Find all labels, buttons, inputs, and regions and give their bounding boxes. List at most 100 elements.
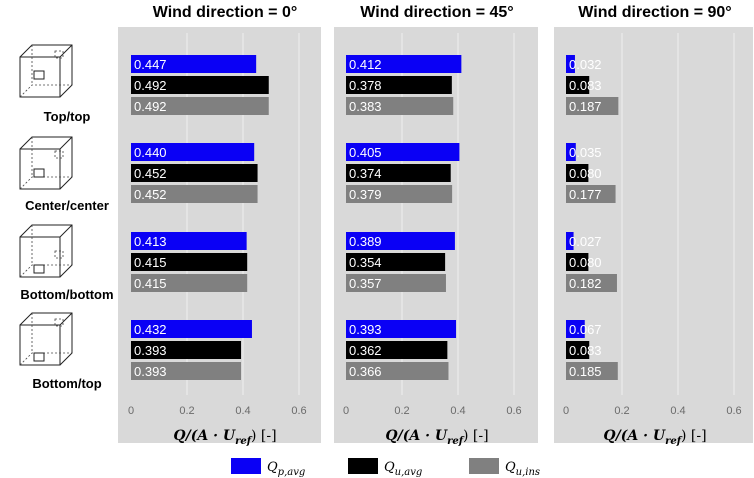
x-tick-label: 0.4	[235, 405, 250, 417]
x-tick-label: 0	[563, 405, 569, 417]
bar-value-label: 0.452	[134, 187, 167, 202]
bar-value-label: 0.067	[569, 322, 602, 337]
x-axis-label: Q/(A · Uref) [-]	[603, 428, 706, 447]
bar	[131, 97, 269, 115]
panel-title: Wind direction = 90°	[578, 4, 731, 21]
x-axis-label: Q/(A · Uref) [-]	[173, 428, 276, 447]
bar	[131, 320, 252, 338]
bar	[131, 164, 258, 182]
bar	[566, 143, 576, 161]
bar	[346, 341, 448, 359]
bar	[566, 164, 589, 182]
bar	[131, 143, 255, 161]
legend-label-p-avg: Qp,avg	[267, 460, 305, 478]
legend-label-u-avg: Qu,avg	[384, 460, 422, 478]
bar-value-label: 0.393	[349, 322, 382, 337]
bar-value-label: 0.492	[134, 99, 167, 114]
row-label-bottom-bottom: Bottom/bottom	[20, 287, 113, 302]
bar-value-label: 0.415	[134, 255, 167, 270]
bar	[131, 232, 247, 250]
bar	[346, 232, 455, 250]
bar	[131, 253, 248, 271]
box-bottom-bottom-icon	[19, 224, 73, 278]
bar	[566, 362, 618, 380]
bar-value-label: 0.357	[349, 276, 382, 291]
bar	[566, 274, 617, 292]
bar-value-label: 0.383	[349, 99, 382, 114]
panels: Wind direction = 0° 0 0.2 0.4 0.6 0.447 0.492 0…	[118, 4, 753, 447]
bar	[346, 185, 453, 203]
bar	[131, 362, 242, 380]
bar-value-label: 0.374	[349, 166, 382, 181]
row-label-center-center: Center/center	[25, 198, 109, 213]
x-tick-label: 0.2	[179, 405, 194, 417]
panel-title: Wind direction = 45°	[360, 4, 513, 21]
bar	[566, 232, 574, 250]
bar-value-label: 0.393	[134, 364, 167, 379]
panel-2: Wind direction = 90° 0 0.2 0.4 0.6 0.032 0.083…	[554, 4, 753, 447]
bar	[566, 185, 616, 203]
bar	[346, 362, 449, 380]
panel-1: Wind direction = 45° 0 0.2 0.4 0.6 0.412 0.378…	[334, 4, 538, 447]
bar-value-label: 0.432	[134, 322, 167, 337]
bar-value-label: 0.187	[569, 99, 602, 114]
x-tick-label: 0.6	[506, 405, 521, 417]
bar	[131, 341, 242, 359]
x-tick-label: 0.2	[394, 405, 409, 417]
bar-value-label: 0.182	[569, 276, 602, 291]
bar-value-label: 0.080	[569, 166, 602, 181]
legend: Qp,avg Qu,avg Qu,ins	[231, 458, 540, 478]
bar	[346, 76, 452, 94]
bar-value-label: 0.177	[569, 187, 602, 202]
bar-value-label: 0.389	[349, 234, 382, 249]
bar-value-label: 0.415	[134, 276, 167, 291]
bar-value-label: 0.185	[569, 364, 602, 379]
legend-swatch-u-ins	[469, 458, 499, 474]
box-bottom-top-icon	[19, 312, 73, 366]
bar	[566, 76, 590, 94]
legend-label-u-ins: Qu,ins	[505, 460, 540, 478]
bar	[131, 185, 258, 203]
x-tick-label: 0.2	[614, 405, 629, 417]
bar-value-label: 0.413	[134, 234, 167, 249]
bar-value-label: 0.492	[134, 78, 167, 93]
bar-value-label: 0.080	[569, 255, 602, 270]
x-tick-label: 0.6	[726, 405, 741, 417]
panel-title: Wind direction = 0°	[153, 4, 298, 21]
bar	[346, 143, 460, 161]
x-tick-label: 0.6	[291, 405, 306, 417]
bar	[346, 97, 454, 115]
bar	[566, 55, 575, 73]
bar-value-label: 0.452	[134, 166, 167, 181]
row-label-bottom-top: Bottom/top	[32, 376, 101, 391]
row-label-top-top: Top/top	[44, 109, 91, 124]
bar-value-label: 0.366	[349, 364, 382, 379]
bar	[566, 97, 619, 115]
bar	[566, 320, 585, 338]
bar	[566, 341, 590, 359]
bar	[346, 320, 457, 338]
bar	[346, 55, 462, 73]
bar-value-label: 0.378	[349, 78, 382, 93]
bar-value-label: 0.032	[569, 57, 602, 72]
box-center-center-icon	[19, 136, 73, 190]
bar-value-label: 0.035	[569, 145, 602, 160]
bar-value-label: 0.083	[569, 78, 602, 93]
bar	[131, 274, 248, 292]
bar-value-label: 0.027	[569, 234, 602, 249]
bar-value-label: 0.354	[349, 255, 382, 270]
box-top-top-icon	[19, 44, 73, 98]
bar-value-label: 0.379	[349, 187, 382, 202]
x-tick-label: 0	[343, 405, 349, 417]
legend-swatch-p-avg	[231, 458, 261, 474]
bar	[346, 164, 451, 182]
bar	[346, 274, 446, 292]
x-axis-label: Q/(A · Uref) [-]	[385, 428, 488, 447]
bar	[566, 253, 589, 271]
bar-value-label: 0.393	[134, 343, 167, 358]
bar-value-label: 0.440	[134, 145, 167, 160]
x-tick-label: 0.4	[450, 405, 465, 417]
bar	[346, 253, 446, 271]
bar-value-label: 0.412	[349, 57, 382, 72]
